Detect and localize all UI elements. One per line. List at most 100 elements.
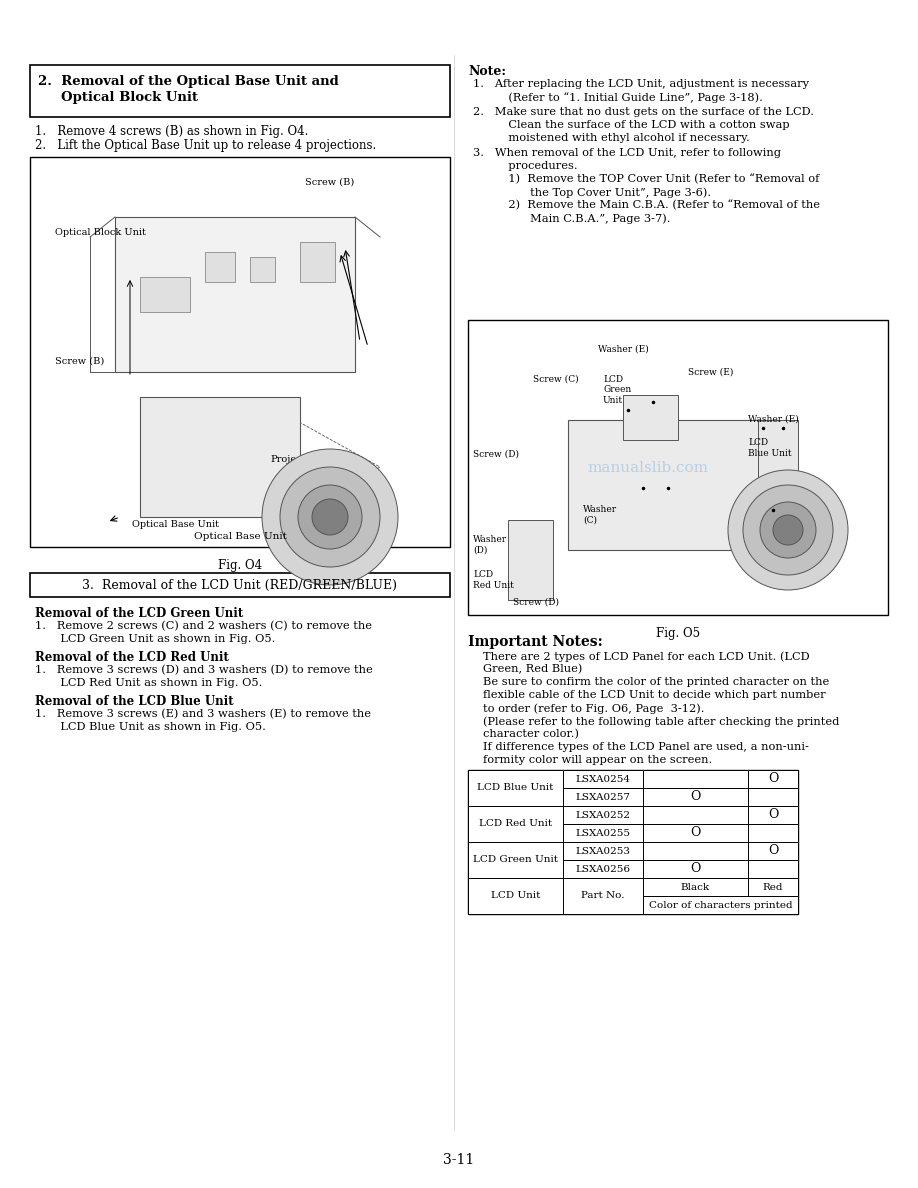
- Text: Fig. O5: Fig. O5: [656, 626, 700, 639]
- Text: 2.   Make sure that no dust gets on the surface of the LCD.: 2. Make sure that no dust gets on the su…: [473, 107, 814, 116]
- Text: 1.   Remove 3 screws (D) and 3 washers (D) to remove the: 1. Remove 3 screws (D) and 3 washers (D)…: [35, 665, 373, 675]
- Text: Fig. O4: Fig. O4: [218, 558, 262, 571]
- Text: 2.  Removal of the Optical Base Unit and: 2. Removal of the Optical Base Unit and: [38, 75, 339, 88]
- Circle shape: [743, 485, 833, 575]
- Text: LSXA0252: LSXA0252: [576, 810, 631, 820]
- Bar: [643, 824, 748, 842]
- Text: 3.   When removal of the LCD Unit, refer to following: 3. When removal of the LCD Unit, refer t…: [473, 148, 781, 158]
- Text: 1.   Remove 4 screws (B) as shown in Fig. O4.: 1. Remove 4 screws (B) as shown in Fig. …: [35, 125, 308, 138]
- Text: Screw (B): Screw (B): [55, 358, 105, 366]
- Bar: [563, 842, 643, 860]
- Text: Screw (D): Screw (D): [513, 598, 559, 607]
- Bar: [468, 842, 563, 878]
- Text: 1)  Remove the TOP Cover Unit (Refer to “Removal of: 1) Remove the TOP Cover Unit (Refer to “…: [483, 173, 820, 184]
- Text: LSXA0253: LSXA0253: [576, 847, 631, 855]
- Bar: [643, 842, 748, 860]
- Text: to order (refer to Fig. O6, Page  3-12).: to order (refer to Fig. O6, Page 3-12).: [483, 703, 704, 714]
- Bar: [563, 805, 643, 824]
- Circle shape: [280, 467, 380, 567]
- Bar: [568, 421, 768, 550]
- Text: Unit: Unit: [603, 396, 623, 405]
- Text: O: O: [690, 862, 700, 876]
- Bar: [748, 860, 798, 878]
- Text: the Top Cover Unit”, Page 3-6).: the Top Cover Unit”, Page 3-6).: [483, 187, 711, 197]
- Text: formity color will appear on the screen.: formity color will appear on the screen.: [483, 756, 712, 765]
- Bar: [748, 770, 798, 788]
- Text: (D): (D): [473, 546, 487, 555]
- Bar: [300, 242, 335, 282]
- Text: Washer (E): Washer (E): [748, 415, 799, 424]
- Text: LCD Red Unit: LCD Red Unit: [479, 820, 552, 828]
- Bar: [140, 397, 300, 517]
- Bar: [563, 788, 643, 805]
- Text: (Please refer to the following table after checking the printed: (Please refer to the following table aft…: [483, 716, 839, 727]
- Text: Green, Red Blue): Green, Red Blue): [483, 664, 582, 675]
- Text: Washer: Washer: [473, 535, 507, 544]
- Text: LCD: LCD: [603, 375, 623, 384]
- Text: LCD Blue Unit: LCD Blue Unit: [477, 784, 554, 792]
- Text: If difference types of the LCD Panel are used, a non-uni-: If difference types of the LCD Panel are…: [483, 742, 809, 752]
- Text: 3-11: 3-11: [443, 1154, 475, 1167]
- Bar: [508, 520, 553, 600]
- Bar: [468, 770, 798, 914]
- Text: 3.  Removal of the LCD Unit (RED/GREEN/BLUE): 3. Removal of the LCD Unit (RED/GREEN/BL…: [83, 579, 397, 592]
- Bar: [140, 277, 190, 312]
- Text: (C): (C): [583, 516, 597, 525]
- Text: LCD: LCD: [748, 438, 768, 447]
- Bar: [563, 824, 643, 842]
- Text: Removal of the LCD Blue Unit: Removal of the LCD Blue Unit: [35, 695, 233, 708]
- Text: Optical Block Unit: Optical Block Unit: [38, 91, 198, 105]
- Text: 1.   Remove 3 screws (E) and 3 washers (E) to remove the: 1. Remove 3 screws (E) and 3 washers (E)…: [35, 709, 371, 719]
- Text: moistened with ethyl alcohol if necessary.: moistened with ethyl alcohol if necessar…: [483, 133, 750, 143]
- Text: O: O: [767, 772, 778, 785]
- Text: LCD Green Unit as shown in Fig. O5.: LCD Green Unit as shown in Fig. O5.: [35, 634, 275, 644]
- Bar: [30, 65, 450, 116]
- Bar: [643, 770, 748, 788]
- Text: Projection: Projection: [270, 455, 320, 465]
- Text: LSXA0256: LSXA0256: [576, 865, 631, 873]
- Text: Green: Green: [603, 385, 632, 394]
- Bar: [250, 257, 275, 282]
- Text: Screw (E): Screw (E): [688, 368, 733, 377]
- Text: O: O: [767, 809, 778, 821]
- Text: (Refer to “1. Initial Guide Line”, Page 3-18).: (Refer to “1. Initial Guide Line”, Page …: [483, 91, 763, 103]
- Text: Clean the surface of the LCD with a cotton swap: Clean the surface of the LCD with a cott…: [483, 120, 789, 129]
- Text: 2)  Remove the Main C.B.A. (Refer to “Removal of the: 2) Remove the Main C.B.A. (Refer to “Rem…: [483, 200, 820, 210]
- Text: manualslib.com: manualslib.com: [588, 461, 709, 474]
- Text: 1.   Remove 2 screws (C) and 2 washers (C) to remove the: 1. Remove 2 screws (C) and 2 washers (C)…: [35, 621, 372, 631]
- Text: Note:: Note:: [468, 65, 506, 78]
- Bar: [30, 573, 450, 598]
- Text: 1.   After replacing the LCD Unit, adjustment is necessary: 1. After replacing the LCD Unit, adjustm…: [473, 78, 809, 89]
- Text: Black: Black: [681, 883, 710, 891]
- Bar: [748, 842, 798, 860]
- Text: O: O: [690, 827, 700, 840]
- Text: Screw (D): Screw (D): [473, 450, 519, 459]
- Text: LCD: LCD: [473, 570, 493, 579]
- Text: Important Notes:: Important Notes:: [468, 636, 603, 649]
- Bar: [643, 878, 748, 896]
- Text: Be sure to confirm the color of the printed character on the: Be sure to confirm the color of the prin…: [483, 677, 829, 687]
- Bar: [758, 421, 798, 510]
- Bar: [563, 860, 643, 878]
- Text: O: O: [690, 790, 700, 803]
- Text: LCD Green Unit: LCD Green Unit: [473, 855, 558, 865]
- Bar: [623, 394, 678, 440]
- Bar: [30, 157, 450, 546]
- Text: There are 2 types of LCD Panel for each LCD Unit. (LCD: There are 2 types of LCD Panel for each …: [483, 651, 810, 662]
- Bar: [748, 824, 798, 842]
- Circle shape: [312, 499, 348, 535]
- Bar: [468, 770, 563, 805]
- Text: Optical Base Unit: Optical Base Unit: [194, 532, 286, 541]
- Text: LCD Blue Unit as shown in Fig. O5.: LCD Blue Unit as shown in Fig. O5.: [35, 722, 266, 732]
- Bar: [205, 252, 235, 282]
- Bar: [643, 805, 748, 824]
- Text: Color of characters printed: Color of characters printed: [649, 901, 792, 910]
- Text: 2.   Lift the Optical Base Unit up to release 4 projections.: 2. Lift the Optical Base Unit up to rele…: [35, 139, 376, 152]
- Text: LCD Red Unit as shown in Fig. O5.: LCD Red Unit as shown in Fig. O5.: [35, 678, 263, 688]
- Circle shape: [760, 503, 816, 558]
- Text: Optical Base Unit: Optical Base Unit: [131, 520, 218, 529]
- Bar: [643, 860, 748, 878]
- Text: LSXA0257: LSXA0257: [576, 792, 631, 802]
- Bar: [468, 320, 888, 615]
- Text: flexible cable of the LCD Unit to decide which part number: flexible cable of the LCD Unit to decide…: [483, 690, 825, 700]
